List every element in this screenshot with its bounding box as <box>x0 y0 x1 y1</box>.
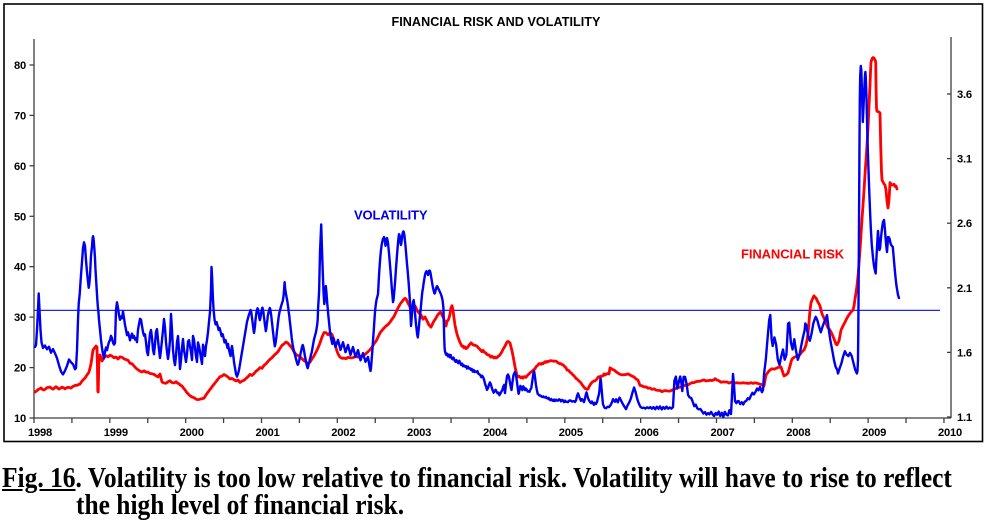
svg-text:1998: 1998 <box>28 427 52 439</box>
svg-text:60: 60 <box>14 161 26 173</box>
svg-text:50: 50 <box>14 211 26 223</box>
svg-text:80: 80 <box>14 60 26 72</box>
svg-text:2.1: 2.1 <box>957 283 972 295</box>
svg-text:2000: 2000 <box>180 427 204 439</box>
svg-text:2004: 2004 <box>483 427 508 439</box>
svg-text:70: 70 <box>14 110 26 122</box>
svg-text:2006: 2006 <box>635 427 659 439</box>
svg-text:3.6: 3.6 <box>957 89 972 101</box>
svg-text:VOLATILITY: VOLATILITY <box>354 208 428 223</box>
svg-text:1.6: 1.6 <box>957 347 972 359</box>
svg-text:2001: 2001 <box>255 427 279 439</box>
svg-text:FINANCIAL RISK AND VOLATILITY: FINANCIAL RISK AND VOLATILITY <box>391 15 601 29</box>
svg-text:10: 10 <box>14 413 26 425</box>
svg-text:2.6: 2.6 <box>957 218 972 230</box>
svg-text:2009: 2009 <box>862 427 886 439</box>
svg-text:30: 30 <box>14 312 26 324</box>
svg-text:2010: 2010 <box>938 427 962 439</box>
svg-text:FINANCIAL RISK: FINANCIAL RISK <box>741 247 845 262</box>
svg-text:2007: 2007 <box>710 427 734 439</box>
svg-text:2005: 2005 <box>559 427 583 439</box>
svg-text:2002: 2002 <box>331 427 355 439</box>
svg-text:20: 20 <box>14 363 26 375</box>
svg-text:1999: 1999 <box>104 427 128 439</box>
svg-text:2008: 2008 <box>786 427 810 439</box>
svg-text:2003: 2003 <box>407 427 431 439</box>
svg-text:3.1: 3.1 <box>957 154 972 166</box>
svg-text:1.1: 1.1 <box>957 412 972 424</box>
svg-text:40: 40 <box>14 262 26 274</box>
